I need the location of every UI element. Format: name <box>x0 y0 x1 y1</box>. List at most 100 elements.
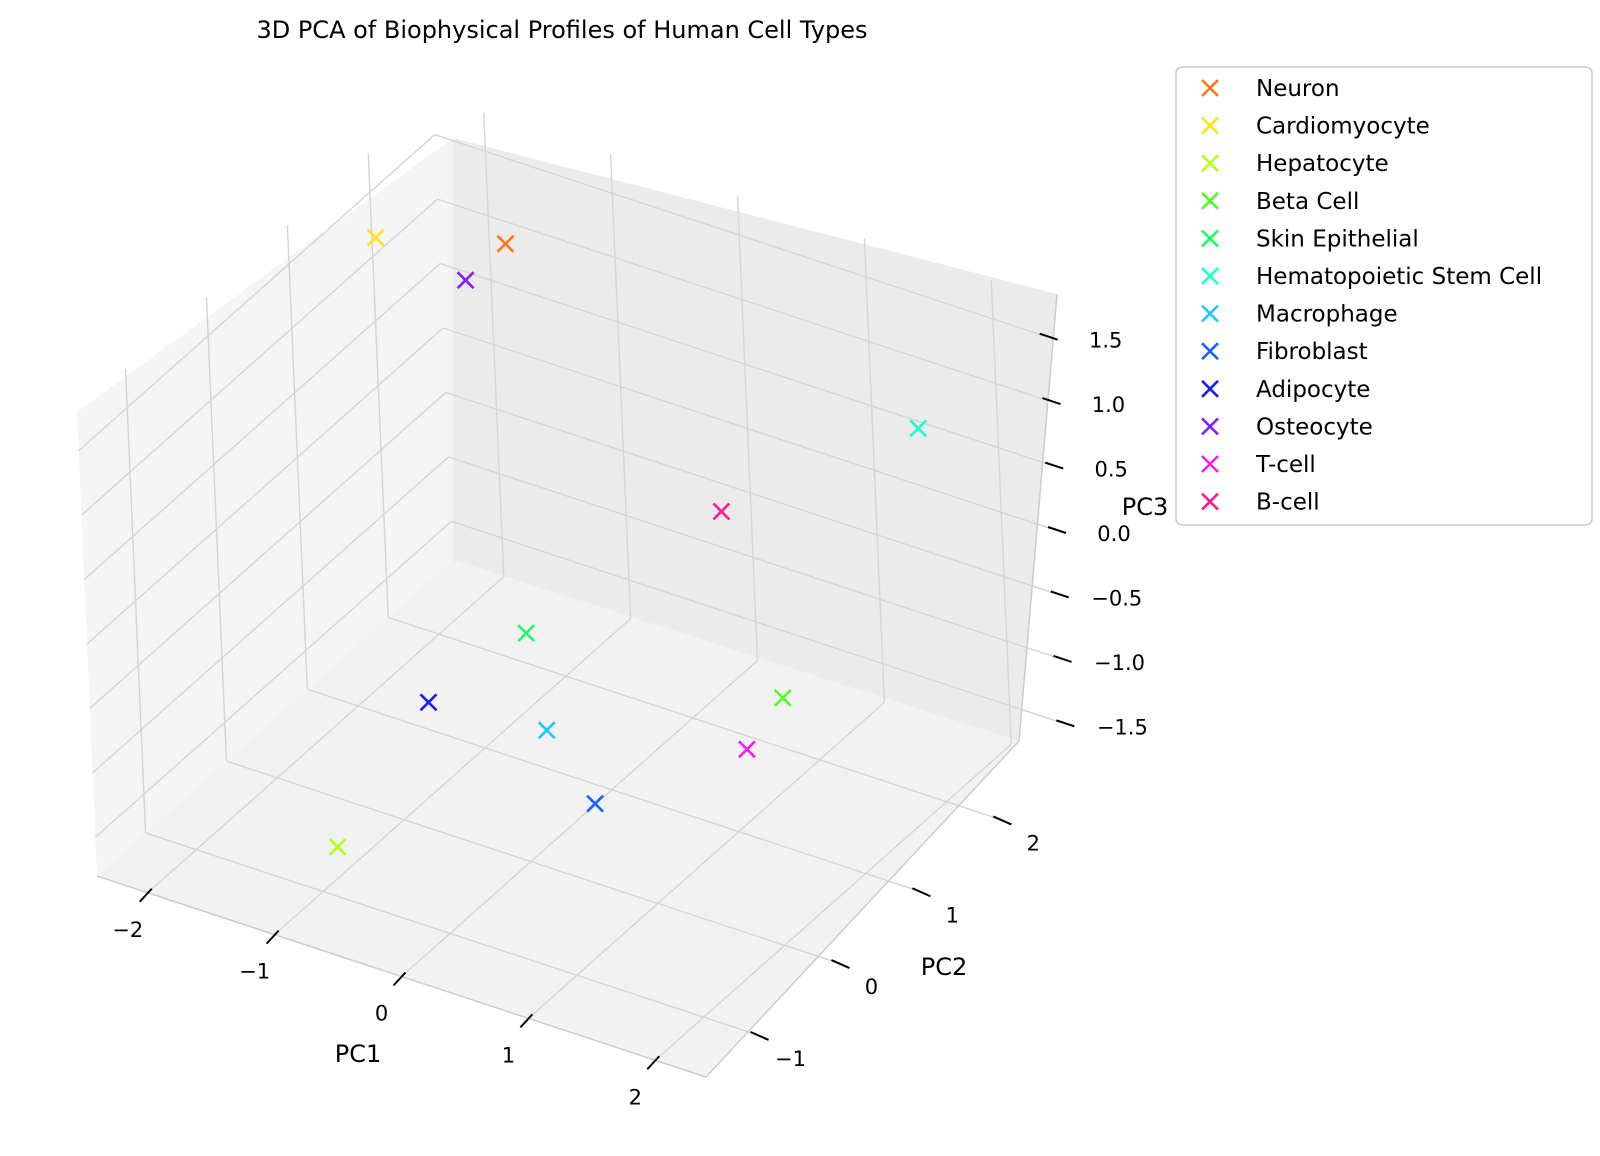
x-tick-label: 1 <box>502 1043 515 1067</box>
x-tick-mark <box>519 1013 534 1029</box>
legend-marker <box>1201 191 1219 210</box>
z-tick-label: 1.5 <box>1089 329 1122 353</box>
legend-marker <box>1201 116 1219 135</box>
y-tick-mark <box>992 815 1012 826</box>
data-point-stroke <box>456 271 475 290</box>
y-tick-label: 1 <box>946 903 959 927</box>
legend-item: B-cell <box>1201 490 1320 516</box>
z-tick-label: −0.5 <box>1091 586 1142 610</box>
y-tick-mark <box>750 1030 769 1041</box>
z-gridline <box>434 134 1044 337</box>
z-gridline <box>80 198 438 516</box>
z-tick-label: −1.5 <box>1097 715 1148 739</box>
legend-item: Hepatocyte <box>1201 151 1389 177</box>
y-gridline <box>388 616 998 820</box>
y-tick-label: 2 <box>1027 831 1040 855</box>
data-point <box>773 688 792 707</box>
z-gridline <box>92 456 450 774</box>
z-gridline <box>448 456 1058 659</box>
data-point-stroke <box>537 721 556 740</box>
legend-label: Neuron <box>1256 76 1340 102</box>
y-gridline <box>307 688 917 891</box>
x-tick-label: 2 <box>629 1085 642 1109</box>
y-axis-label: PC2 <box>921 953 968 981</box>
z-gridline <box>78 134 436 452</box>
data-point-stroke <box>773 688 792 707</box>
data-point <box>909 419 928 438</box>
legend-label: Macrophage <box>1256 302 1398 328</box>
data-point <box>456 271 475 290</box>
data-point-stroke <box>712 502 731 521</box>
z-tick-label: 1.0 <box>1092 393 1125 417</box>
x-tick-mark <box>392 971 407 987</box>
x-axis-label: PC1 <box>335 1040 382 1068</box>
legend-marker <box>1201 492 1219 511</box>
legend-item: T-cell <box>1201 452 1316 478</box>
back-pane <box>453 138 1057 741</box>
z-gridline <box>440 262 1050 466</box>
y-gridline <box>226 760 836 963</box>
data-point-stroke <box>496 234 515 253</box>
z-gridline <box>86 327 444 645</box>
x-tick-label: −1 <box>239 960 270 984</box>
data-point <box>419 693 438 712</box>
y-tick-mark <box>911 887 931 898</box>
legend-label: Hepatocyte <box>1256 151 1389 177</box>
legend-marker <box>1201 267 1219 285</box>
legend-marker <box>1201 417 1219 436</box>
axes-3d <box>77 112 1061 1078</box>
legend-label: B-cell <box>1256 490 1320 516</box>
legend-item: Skin Epithelial <box>1201 226 1419 252</box>
data-point-stroke <box>586 794 605 813</box>
legend-item: Macrophage <box>1201 302 1398 328</box>
z-gridline <box>94 520 452 838</box>
legend-marker <box>1201 154 1219 173</box>
x-tick-label: −2 <box>112 918 143 942</box>
legend-label: Fibroblast <box>1256 339 1368 365</box>
x-tick-mark <box>265 929 280 945</box>
legend-item: Osteocyte <box>1201 414 1373 440</box>
data-point <box>517 624 536 643</box>
legend-frame <box>1175 66 1593 526</box>
z-tick-label: 0.0 <box>1097 522 1130 546</box>
data-points <box>328 228 928 856</box>
z-tick-mark <box>1050 590 1070 599</box>
x-tick-label: 0 <box>375 1002 388 1026</box>
data-point <box>537 721 556 740</box>
z-tick-mark <box>1053 654 1072 663</box>
x-gridline <box>274 618 632 936</box>
legend-marker <box>1201 342 1219 361</box>
data-point <box>366 228 385 247</box>
z-gridline <box>89 391 447 709</box>
data-point-stroke <box>328 837 347 856</box>
x-gridline <box>527 701 885 1019</box>
legend-label: Beta Cell <box>1256 189 1359 215</box>
z-gridline <box>83 263 441 581</box>
floor-pane <box>97 560 1019 1077</box>
data-point-stroke <box>419 693 438 712</box>
legend-item: Beta Cell <box>1201 189 1359 215</box>
x-gridline <box>147 576 505 894</box>
data-point <box>328 837 347 856</box>
y-tick-label: −1 <box>775 1047 806 1071</box>
data-point <box>496 234 515 253</box>
legend-label: T-cell <box>1255 452 1316 478</box>
data-point <box>586 794 605 813</box>
legend-marker <box>1201 79 1219 97</box>
z-tick-mark <box>1047 526 1067 534</box>
legend-item: Neuron <box>1201 76 1340 102</box>
legend-items: Neuron Cardiomyocyte Hepatocyte Beta Cell Sk… <box>1201 76 1542 516</box>
y-gridline <box>145 832 755 1035</box>
legend-marker <box>1201 455 1219 473</box>
legend-label: Adipocyte <box>1256 377 1370 403</box>
data-point-stroke <box>517 624 536 643</box>
x-tick-mark <box>139 888 153 903</box>
legend-label: Cardiomyocyte <box>1256 114 1430 140</box>
axis-ticks: −2 −1 0 1 2 −1 0 1 2 1.5 1.0 0.5 0.0 −0.5 −1.0 −1.5 <box>112 329 1148 1110</box>
legend-label: Osteocyte <box>1256 414 1373 440</box>
legend-item: Hematopoietic Stem Cell <box>1201 264 1542 290</box>
z-tick-mark <box>1039 332 1058 341</box>
y-tick-mark <box>831 959 850 970</box>
z-tick-mark <box>1056 719 1075 728</box>
